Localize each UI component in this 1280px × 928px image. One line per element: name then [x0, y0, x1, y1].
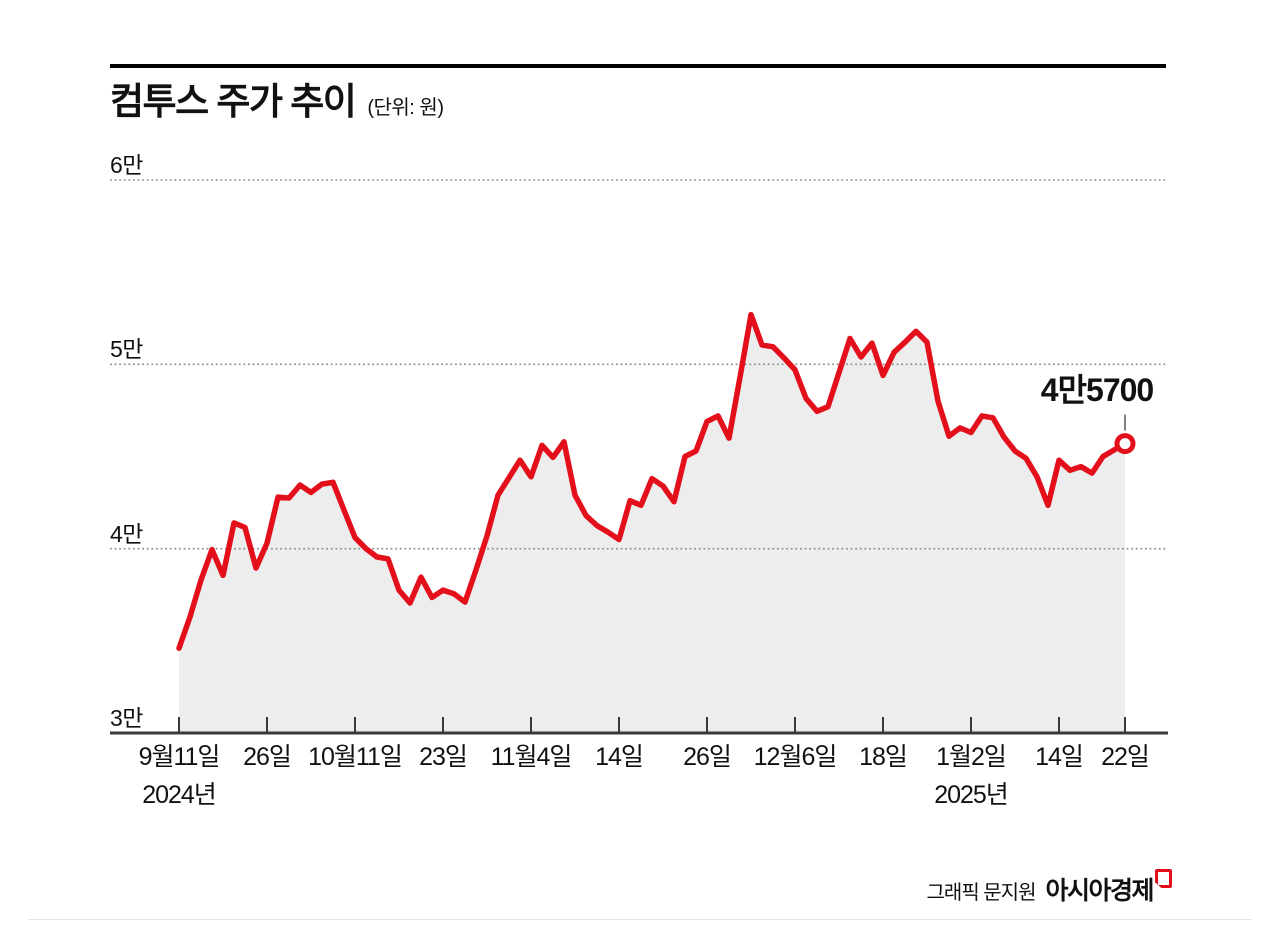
brand-quote-icon [1155, 869, 1172, 888]
x-axis-label: 12월6일 [753, 743, 838, 771]
y-axis-label: 3만 [110, 705, 143, 731]
unit-label: (단위: 원) [367, 97, 444, 119]
last-value-annotation: 4만5700 [1040, 372, 1154, 408]
x-axis-label: 18일 [859, 743, 908, 771]
y-axis-label: 6만 [110, 152, 143, 178]
end-marker [1114, 433, 1136, 455]
x-axis-label: 26일 [683, 743, 732, 771]
price-line [176, 311, 1128, 651]
credit-line: 그래픽 문지원 아시아경제 [926, 869, 1172, 907]
area-fill [179, 314, 1125, 733]
x-axis-label: 23일 [419, 743, 468, 771]
page-title: 컴투스 주가 추이 [110, 81, 357, 122]
title-row: 컴투스 주가 추이 (단위: 원) [110, 81, 444, 122]
brand-logo-text: 아시아경제 [1045, 877, 1154, 905]
x-axis-label: 9월11일 [138, 743, 221, 771]
x-axis-year-label: 2024년 [142, 781, 217, 809]
x-axis-label: 11월4일 [490, 743, 573, 771]
top-rule [110, 64, 1166, 68]
bottom-hairline [28, 919, 1252, 920]
credit-text: 그래픽 문지원 [926, 882, 1037, 904]
y-axis-label: 4만 [110, 520, 143, 547]
y-axis-label: 5만 [110, 336, 143, 363]
x-axis-label: 22일 [1101, 743, 1150, 771]
x-axis-year-label: 2025년 [934, 781, 1009, 809]
x-axis-label: 14일 [1035, 743, 1084, 771]
x-axis-label: 10월11일 [308, 743, 403, 771]
x-axis-label: 26일 [243, 743, 292, 771]
x-axis-label: 1월2일 [936, 743, 1007, 771]
x-axis-label: 14일 [595, 743, 644, 771]
